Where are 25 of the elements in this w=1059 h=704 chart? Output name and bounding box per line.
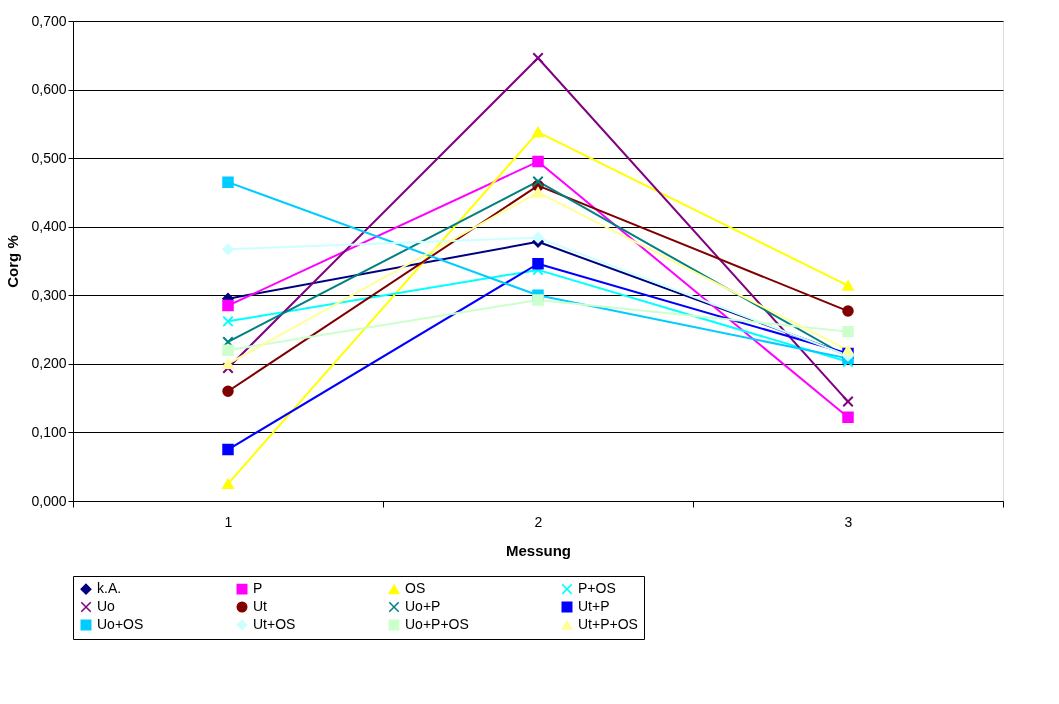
legend-label: P [253,580,263,597]
x-axis-title: Messung [505,541,572,559]
y-tick-label: 0,300 [31,286,67,303]
legend-label: OS [405,580,426,597]
y-tick-label: 0,400 [31,218,67,235]
y-tick-label: 0,600 [31,81,67,98]
legend-label: Uo+OS [97,616,144,632]
legend-label: Ut+P+OS [578,616,638,632]
legend-label: Ut+OS [253,616,296,632]
legend-label: Ut+P [578,598,610,614]
legend-label: Uo [97,598,116,614]
legend-label: Uo+P [405,598,441,614]
y-axis-title: Corg % [4,235,22,288]
x-tick-label: 3 [844,513,853,530]
x-tick-label: 1 [224,513,233,530]
legend-label: P+OS [578,580,616,597]
y-tick-label: 0,000 [31,492,67,509]
y-tick-label: 0,200 [31,355,67,372]
legend-label: k.A. [97,580,122,597]
x-tick-label: 2 [534,513,543,530]
y-tick-label: 0,700 [31,12,67,29]
y-tick-label: 0,500 [31,149,67,166]
y-tick-label: 0,100 [31,423,67,440]
legend-label: Ut [253,598,268,614]
legend-label: Uo+P+OS [405,616,469,632]
